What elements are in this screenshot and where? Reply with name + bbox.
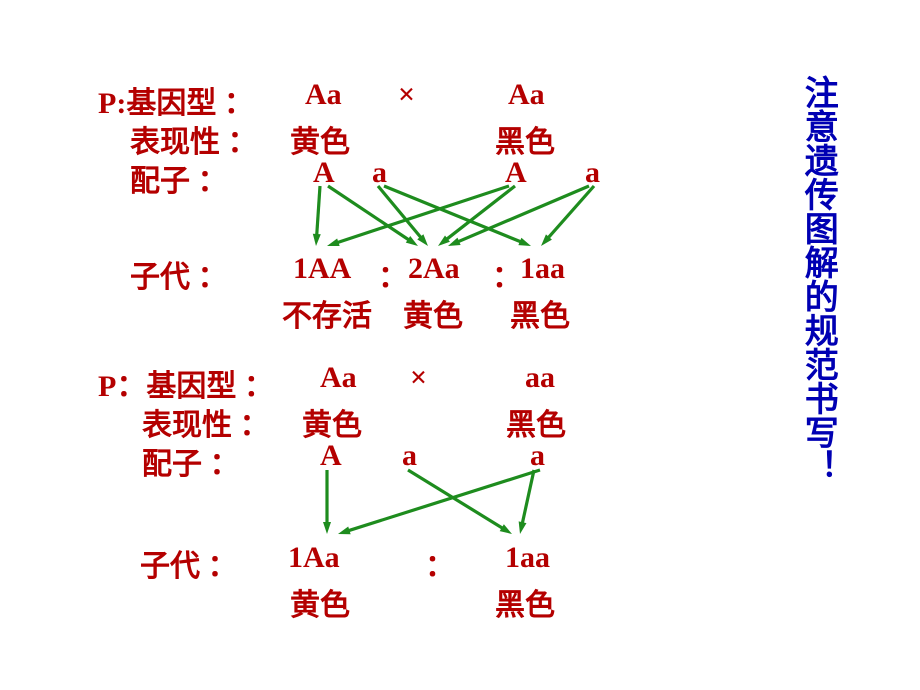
c2-g2: a (402, 439, 417, 473)
c1-genotype-label: P:基因型 ： (98, 78, 254, 122)
c1-o2: 2Aa (408, 252, 460, 286)
c1-opheno1: 不存活 (282, 291, 372, 335)
c1-o3: 1aa (520, 252, 565, 286)
c2-p1: Aa (320, 361, 357, 395)
c1-pheno-label: 表现性 ： (130, 117, 258, 161)
c1-pheno2: 黑色 (495, 117, 555, 161)
c1-opheno2: 黄色 (403, 291, 463, 335)
c2-g3: a (530, 439, 545, 473)
c2-p2: aa (525, 361, 555, 395)
c2-o2: 1aa (505, 541, 550, 575)
c1-o1: 1AA (293, 252, 351, 286)
c1-off-label: 子代 ： (130, 252, 228, 296)
c1-p1: Aa (305, 78, 342, 112)
c2-pheno2: 黑色 (506, 400, 566, 444)
c1-pheno1: 黄色 (290, 117, 350, 161)
c2-pheno-label: 表现性 ： (142, 400, 270, 444)
c2-g1: A (320, 439, 342, 473)
c2-opheno2: 黑色 (495, 580, 555, 624)
c2-colon1: ： (425, 541, 455, 585)
c2-genotype-label: P：基因型 ： (98, 361, 274, 405)
c2-gamete-label: 配子 ： (142, 439, 240, 483)
c1-g3: A (505, 156, 527, 190)
c2-pheno1: 黄色 (302, 400, 362, 444)
c1-p2: Aa (508, 78, 545, 112)
c1-g4: a (585, 156, 600, 190)
c2-off-label: 子代 ： (140, 541, 238, 585)
c2-opheno1: 黄色 (290, 580, 350, 624)
c2-o1: 1Aa (288, 541, 340, 575)
c2-cross-sym: × (410, 361, 427, 395)
c1-opheno3: 黑色 (510, 291, 570, 335)
c1-g1: A (313, 156, 335, 190)
c1-colon1: ： (378, 252, 408, 296)
side-note: 注意遗传图解的规范书写！ (795, 75, 839, 483)
c1-cross-sym: × (398, 78, 415, 112)
c1-colon2: ： (492, 252, 522, 296)
c1-g2: a (372, 156, 387, 190)
c1-gamete-label: 配子 ： (130, 156, 228, 200)
